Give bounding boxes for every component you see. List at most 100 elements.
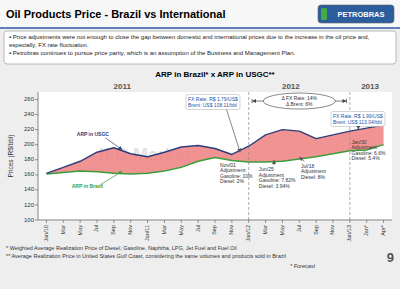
- footnote: ** Average Realization Price in United S…: [6, 253, 286, 259]
- x-tick-label: Sep: [110, 225, 116, 235]
- x-tick-label: Jan*: [363, 224, 369, 236]
- annotation-box: [186, 95, 240, 110]
- x-tick-label: Nov: [329, 225, 335, 235]
- x-tick: [248, 220, 249, 223]
- y-tick-label: 260: [24, 96, 35, 102]
- x-tick: [113, 220, 114, 223]
- y-axis-line: [38, 92, 39, 220]
- x-tick-label: Jul: [93, 225, 99, 232]
- header-rule: [0, 27, 400, 29]
- y-tick: [35, 189, 38, 190]
- x-tick: [130, 220, 131, 223]
- text-line: Diesel: 5.4%: [352, 155, 381, 161]
- annotation: Jul/18AdjustmentDiesel: 8%: [301, 163, 327, 180]
- y-tick-label: 240: [24, 111, 35, 117]
- text-line: Diesel: 8%: [301, 174, 325, 180]
- page-title: Oil Products Price - Brazil vs Internati…: [6, 8, 225, 20]
- x-tick: [231, 220, 232, 223]
- page-number: 9: [387, 250, 394, 265]
- x-tick: [349, 220, 350, 223]
- fx-bracket-end: [346, 99, 347, 104]
- x-tick: [164, 220, 165, 223]
- x-tick-label: May: [77, 225, 83, 236]
- text-line: Brent: US$ 113.04/bbl: [333, 119, 382, 125]
- text-line: Brent: US$ 108.11/bbl: [188, 102, 237, 108]
- x-tick: [147, 220, 148, 223]
- x-tick-label: May: [178, 225, 184, 236]
- x-tick-label: Jul: [195, 225, 201, 232]
- chart-title: ARP in Brazil* x ARP in USGC**: [155, 70, 275, 79]
- text-line: Diesel: 3.94%: [259, 183, 290, 189]
- bullet: ▪ Petrobras continues to pursue price pa…: [9, 50, 391, 58]
- y-tick: [35, 144, 38, 145]
- x-tick-label: Nov: [228, 225, 234, 235]
- footnote: * Forecast: [290, 263, 316, 269]
- y-tick: [35, 174, 38, 175]
- annotation: Jan/30Adjustment:Gasoline: 6.6%Diesel: 5…: [352, 139, 386, 162]
- logo-box: [318, 5, 394, 23]
- bullet-box: [4, 31, 396, 64]
- annotation: Jun/25AdjustmentGasoline: 7.82%Diesel: 3…: [259, 166, 296, 189]
- y-tick-label: 100: [24, 217, 35, 223]
- footnote: * Weighted Average Realization Price of …: [6, 245, 237, 251]
- annotations: ARP in USGC ARP in Brazil FX Rate: R$ 1.79…: [72, 93, 386, 189]
- y-tick-label: 220: [24, 126, 35, 132]
- y-tick-label: 180: [24, 156, 35, 162]
- x-tick: [198, 220, 199, 223]
- year-label: 2011: [114, 82, 132, 91]
- x-tick-label: Sep: [313, 225, 319, 235]
- y-tick-label: 140: [24, 186, 35, 192]
- x-tick: [215, 220, 216, 223]
- y-tick-label: 120: [24, 202, 35, 208]
- x-tick: [282, 220, 283, 223]
- label-arrow: [105, 138, 122, 150]
- series-label: ARP in USGC: [77, 131, 110, 137]
- annotation-arrow: [227, 110, 241, 153]
- x-tick: [333, 220, 334, 223]
- x-tick: [265, 220, 266, 223]
- series-label: ARP in Brazil: [72, 183, 104, 189]
- annotation: Nov/01Adjustment:Gasoline: 10%Diesel: 2%: [220, 162, 253, 185]
- annotation-box: [331, 112, 385, 127]
- x-tick: [46, 220, 47, 223]
- x-tick: [383, 220, 384, 223]
- year-label: 2013: [361, 82, 379, 91]
- bullet: ▪ Price adjustments were not enough to c…: [9, 34, 391, 49]
- x-tick: [97, 220, 98, 223]
- logo-text: PETROBRAS: [337, 10, 384, 19]
- y-tick: [35, 114, 38, 115]
- series-line: [46, 125, 383, 173]
- x-tick: [366, 220, 367, 223]
- annotation: Δ Brent: 6%: [286, 101, 313, 107]
- bullet-list: ▪ Price adjustments were not enough to c…: [9, 34, 391, 59]
- x-tick: [181, 220, 182, 223]
- label-arrow: [100, 171, 122, 184]
- year-divider: [248, 92, 249, 220]
- annotation-arrow: [274, 160, 275, 165]
- y-tick: [35, 99, 38, 100]
- plot-background: [38, 92, 392, 220]
- annotation: FX Rate: R$ 1.99/US$Brent: US$ 113.04/bb…: [333, 113, 383, 125]
- x-tick-label: Nov: [127, 225, 133, 235]
- x-tick-label: Jan/11: [144, 225, 150, 241]
- x-tick: [299, 220, 300, 223]
- logo-icon: [321, 8, 327, 20]
- x-tick-label: Sep: [211, 225, 217, 235]
- x-tick-label: Jan/13: [346, 225, 352, 242]
- x-tick-label: Jul: [296, 225, 302, 232]
- x-tick-label: Jan/10: [43, 225, 49, 242]
- y-tick: [35, 159, 38, 160]
- x-tick: [80, 220, 81, 223]
- text-line: Diesel: 2%: [220, 178, 244, 184]
- y-tick: [35, 204, 38, 205]
- x-tick-label: Jan/12: [245, 225, 251, 242]
- year-label: 2012: [282, 82, 300, 91]
- annotation: FX Rate: R$ 1.79/US$Brent: US$ 108.11/bb…: [188, 96, 238, 108]
- x-tick: [63, 220, 64, 223]
- x-tick-label: Mar: [161, 225, 167, 235]
- y-tick-label: 200: [24, 141, 35, 147]
- y-tick: [35, 129, 38, 130]
- fx-ellipse: [263, 93, 335, 109]
- header-background: [0, 0, 400, 28]
- y-tick-label: 160: [24, 171, 35, 177]
